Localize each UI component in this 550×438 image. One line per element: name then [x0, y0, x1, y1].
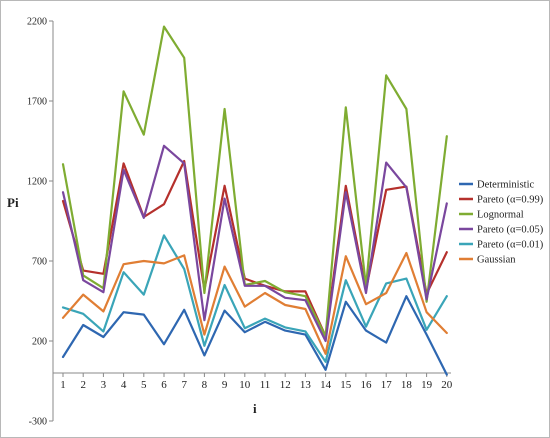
series-line-gaussian: [61, 251, 448, 355]
legend: Deterministic Pareto (α=0.99) Lognormal Par…: [459, 180, 544, 266]
x-tick-label: 14: [320, 379, 332, 391]
x-tick-label: 5: [141, 379, 147, 391]
series-line-pareto-0-05: [61, 144, 448, 343]
series-line-deterministic: [61, 295, 448, 376]
legend-label-pareto-0-05: Pareto (α=0.05): [477, 225, 544, 236]
y-tick-label: 1200: [27, 177, 47, 188]
x-tick-label: 10: [239, 379, 251, 391]
y-tick-labels: -300 200 700 1200 1700 2200: [27, 17, 47, 428]
x-tick-label: 1: [60, 379, 66, 391]
x-tick-label: 16: [361, 379, 373, 391]
x-tick-label: 19: [421, 379, 433, 391]
y-tick-label: 1700: [27, 97, 47, 108]
legend-label-pareto-0-99: Pareto (α=0.99): [477, 195, 544, 206]
x-tick-label: 6: [161, 379, 167, 391]
x-axis-label: i: [253, 401, 257, 416]
x-tick-labels: 1 2 3 4 5 6 7 8 9 10 11 12 13 14 15 16 17 18 19 20: [60, 379, 453, 391]
y-tick-label: 700: [32, 257, 47, 268]
x-tick-label: 12: [280, 379, 291, 391]
y-axis-label: Pi: [7, 195, 19, 210]
legend-label-pareto-0-01: Pareto (α=0.01): [477, 240, 544, 251]
x-tick-label: 7: [181, 379, 187, 391]
axes: [49, 20, 451, 422]
x-tick-label: 3: [101, 379, 107, 391]
x-tick-label: 20: [441, 379, 453, 391]
y-tick-label: -300: [29, 417, 47, 428]
x-tick-label: 9: [222, 379, 228, 391]
legend-label-gaussian: Gaussian: [477, 255, 516, 266]
x-tick-label: 11: [260, 379, 271, 391]
x-tick-label: 17: [381, 379, 393, 391]
series-line-pareto-0-01: [61, 234, 448, 363]
y-tick-label: 2200: [27, 17, 47, 28]
x-tick-label: 18: [401, 379, 413, 391]
legend-label-lognormal: Lognormal: [477, 210, 524, 221]
y-tick-label: 200: [32, 337, 47, 348]
series-line-lognormal: [61, 25, 448, 338]
x-tick-label: 8: [202, 379, 208, 391]
x-tick-label: 4: [121, 379, 127, 391]
series-lines: [61, 25, 448, 376]
x-tick-label: 15: [340, 379, 352, 391]
x-tick-label: 2: [80, 379, 86, 391]
x-tick-label: 13: [300, 379, 312, 391]
legend-label-deterministic: Deterministic: [477, 180, 534, 191]
